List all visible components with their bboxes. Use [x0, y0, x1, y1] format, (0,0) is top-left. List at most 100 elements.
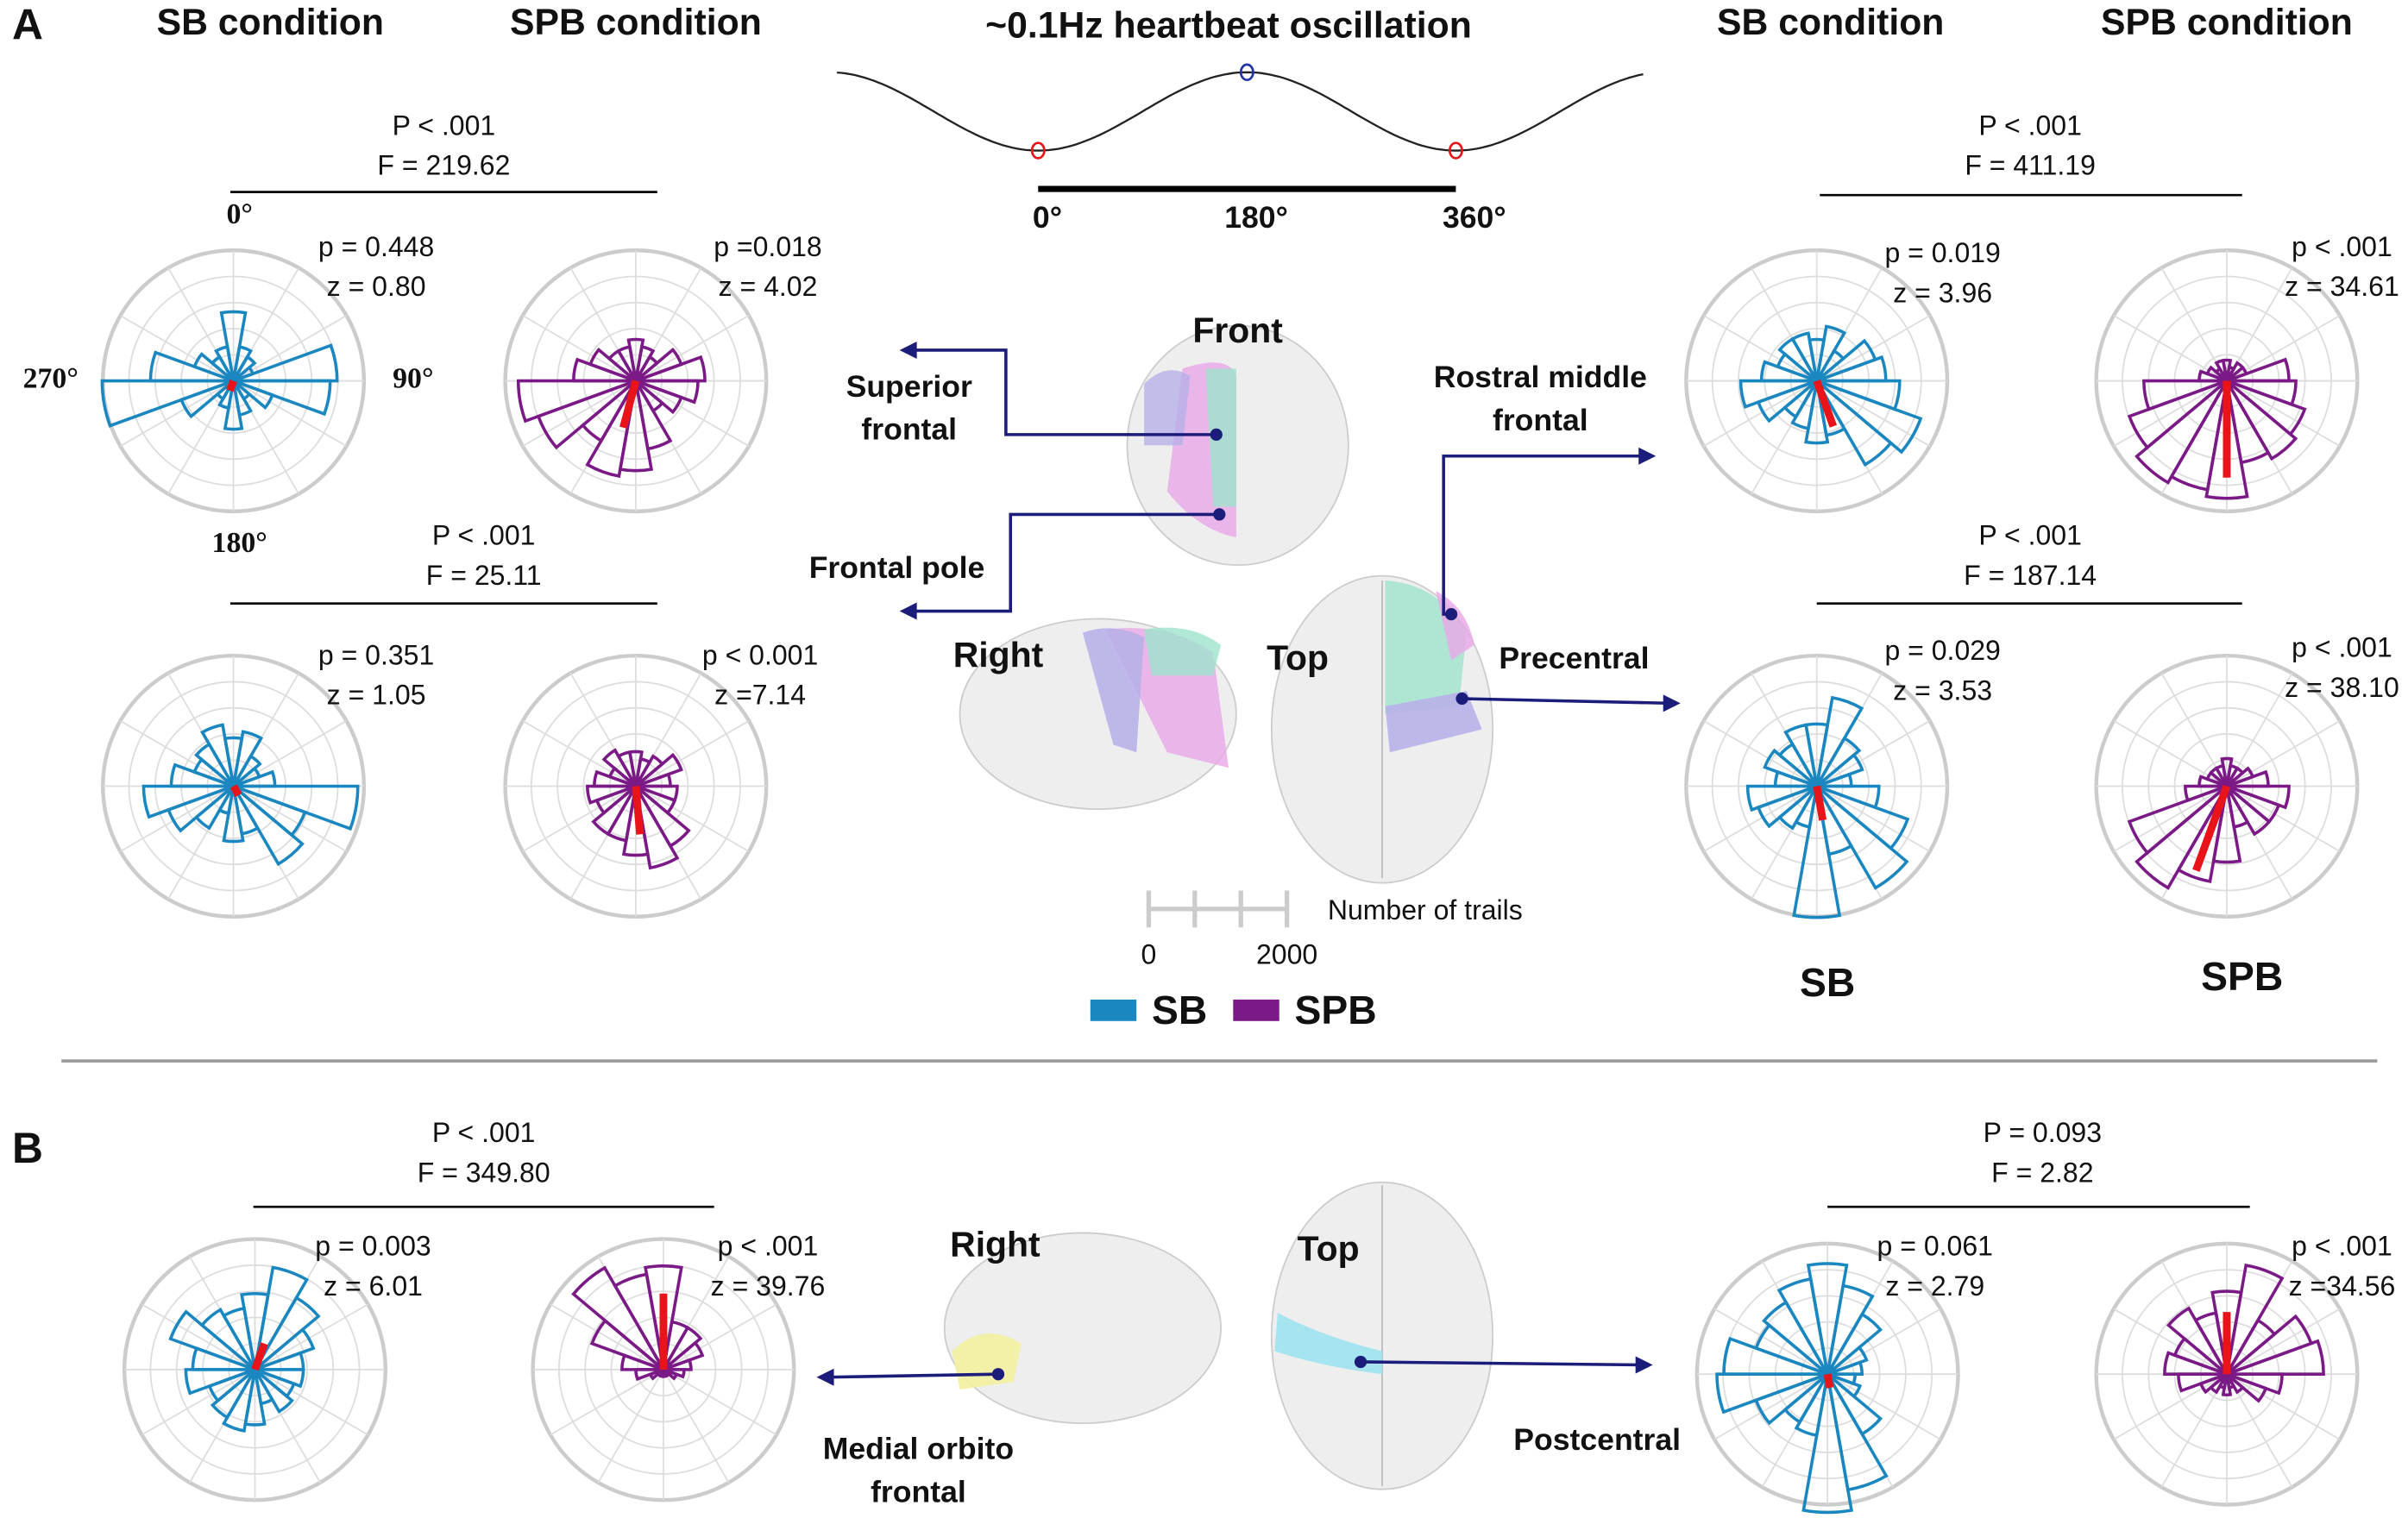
region-label: Superior [846, 369, 972, 404]
rose-bin [221, 1306, 257, 1371]
phase-marker [1030, 141, 1046, 160]
phase-marker [1239, 63, 1254, 82]
rose-bin [571, 1265, 665, 1371]
oscillation-tick-label: 0° [1033, 200, 1062, 235]
anova-stat: F = 219.62 [377, 150, 510, 181]
mean-vector [229, 784, 242, 798]
rose-bin [616, 750, 638, 787]
mean-vector [1813, 785, 1827, 821]
mean-vector [251, 1342, 268, 1371]
rose-bin [1815, 379, 1923, 455]
rose-bin [253, 1295, 321, 1371]
rose-bin [634, 752, 683, 788]
rose-bin [2127, 784, 2229, 856]
rose-bin [148, 350, 235, 383]
rose-bin [1826, 1283, 1875, 1376]
anova-stat: P < .001 [432, 1117, 536, 1148]
rayleigh-p: p = 0.019 [1884, 237, 2000, 268]
rose-bin [1738, 379, 1818, 409]
rose-bin [2225, 785, 2272, 837]
rose-bin [1815, 338, 1877, 383]
region-label: Precentral [1499, 641, 1649, 675]
rose-bin [1826, 1345, 1869, 1376]
angle-label: 90° [393, 362, 433, 394]
rose-bin [169, 762, 235, 788]
rose-bin [634, 345, 656, 382]
rose-bin [1814, 695, 1864, 787]
rose-bin [1801, 1373, 1854, 1515]
region-label: frontal [861, 412, 957, 447]
rayleigh-p: p < .001 [2292, 632, 2392, 663]
rose-bin [2226, 1339, 2325, 1376]
brain-right [959, 618, 1237, 811]
rose-bin [621, 786, 650, 857]
scale-label: 2000 [1256, 939, 1317, 970]
rose-bin [2225, 1372, 2245, 1395]
rose-bin [586, 784, 637, 805]
rose-bin [634, 785, 680, 870]
rose-bin [1804, 380, 1830, 445]
rose-bin [1756, 784, 1818, 829]
rose-bin [1814, 324, 1847, 382]
mean-vector [1823, 1373, 1834, 1389]
brain-front [1126, 324, 1349, 567]
rose-bin [2225, 1314, 2314, 1376]
rose-bin [100, 379, 235, 428]
rose-bin [635, 379, 700, 405]
anova-stat: F = 411.19 [1965, 150, 2096, 181]
rose-bin [232, 354, 257, 382]
region-label: Medial orbito [823, 1432, 1014, 1466]
rayleigh-z: z = 6.01 [324, 1270, 423, 1302]
rose-bin [2163, 1351, 2228, 1376]
mean-vector [632, 786, 644, 835]
region-label: frontal [1493, 403, 1588, 437]
oscillation-wave [837, 71, 1644, 152]
rose-bin [1715, 1372, 1828, 1415]
rose-bin [254, 1368, 305, 1389]
rayleigh-z: z = 3.96 [1893, 277, 1992, 308]
rayleigh-p: p < .001 [2292, 231, 2392, 262]
rose-bin [1792, 786, 1842, 919]
rose-bin [1815, 785, 1909, 890]
rose-bin [1790, 331, 1819, 382]
condition-header: SPB condition [510, 2, 762, 43]
rayleigh-z: z = 38.10 [2285, 672, 2399, 703]
panel-label: B [12, 1124, 43, 1172]
rose-bin [2226, 784, 2291, 810]
mean-vector [2192, 784, 2231, 872]
legend-swatch [1233, 999, 1279, 1021]
angle-label: 180° [212, 527, 267, 559]
condition-header: SB condition [1717, 2, 1944, 43]
rayleigh-p: p = 0.029 [1884, 635, 2000, 666]
rose-bin [1815, 736, 1862, 787]
brain-top [1270, 574, 1494, 884]
rose-bin [616, 345, 638, 382]
legend-title: Number of trails [1328, 894, 1523, 925]
phase-marker [1448, 141, 1463, 160]
rose-bin [253, 1265, 309, 1371]
rayleigh-p: p = 0.003 [315, 1231, 431, 1262]
rose-bin [200, 723, 236, 787]
rose-bin [2204, 380, 2249, 500]
legend-label: SPB [1295, 988, 1377, 1032]
anova-stat: P < .001 [432, 520, 536, 551]
rose-bin [1783, 723, 1819, 787]
rayleigh-p: p < 0.001 [702, 639, 818, 670]
region-label: Postcentral [1513, 1422, 1681, 1457]
rayleigh-p: p < .001 [718, 1231, 819, 1262]
rose-bin [585, 380, 638, 479]
rose-bin [2220, 756, 2234, 787]
rose-bin [1794, 1373, 1829, 1438]
mean-vector [619, 380, 640, 429]
rose-bin [168, 1309, 256, 1371]
connector-dots [991, 428, 1468, 1381]
region-label: frontal [871, 1474, 966, 1509]
rose-bin [232, 379, 332, 417]
rayleigh-p: p = 0.448 [318, 231, 434, 262]
rose-bin [232, 343, 339, 383]
view-label: Right [953, 635, 1044, 674]
rose-bin [2127, 379, 2229, 450]
region-label: Rostral middle [1434, 360, 1647, 394]
rose-bin [184, 1368, 256, 1396]
